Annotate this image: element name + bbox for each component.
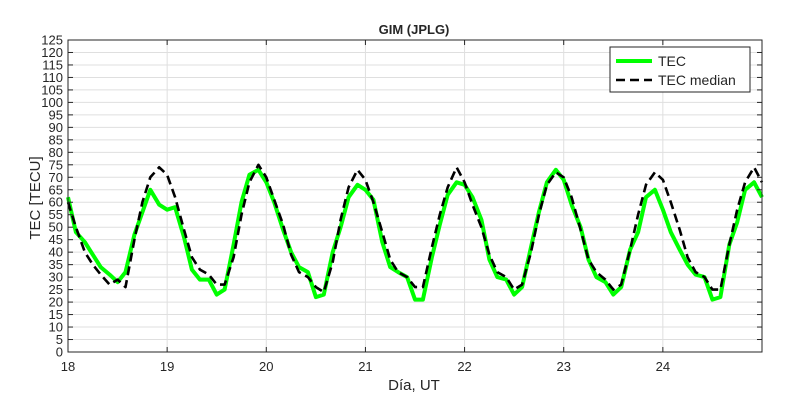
y-tick-label: 10 bbox=[49, 320, 63, 335]
y-tick-label: 15 bbox=[49, 307, 63, 322]
series-line-tec bbox=[66, 167, 764, 302]
y-tick-label: 120 bbox=[41, 45, 63, 60]
y-tick-label: 85 bbox=[49, 132, 63, 147]
y-tick-label: 25 bbox=[49, 282, 63, 297]
x-tick-label: 24 bbox=[656, 359, 670, 374]
y-tick-label: 65 bbox=[49, 182, 63, 197]
y-tick-label: 90 bbox=[49, 120, 63, 135]
legend-label-tec: TEC bbox=[658, 53, 686, 69]
y-tick-label: 0 bbox=[56, 345, 63, 360]
y-tick-label: 40 bbox=[49, 245, 63, 260]
axis-ticks: 0510152025303540455055606570758085909510… bbox=[41, 33, 762, 374]
y-tick-label: 30 bbox=[49, 270, 63, 285]
x-tick-label: 19 bbox=[160, 359, 174, 374]
y-tick-label: 20 bbox=[49, 295, 63, 310]
y-tick-label: 115 bbox=[42, 57, 63, 72]
plot-frame bbox=[67, 39, 763, 353]
y-tick-label: 60 bbox=[49, 195, 63, 210]
legend-label-tec-median: TEC median bbox=[658, 72, 736, 88]
y-tick-label: 95 bbox=[49, 107, 63, 122]
y-tick-label: 100 bbox=[41, 95, 63, 110]
x-tick-label: 18 bbox=[61, 359, 75, 374]
legend: TEC TEC median bbox=[609, 46, 751, 93]
chart-title: GIM (JPLG) bbox=[379, 22, 450, 37]
y-tick-label: 35 bbox=[49, 257, 63, 272]
y-tick-label: 55 bbox=[49, 207, 63, 222]
y-axis-label: TEC [TECU] bbox=[27, 156, 44, 239]
x-tick-label: 21 bbox=[358, 359, 372, 374]
y-tick-label: 110 bbox=[42, 70, 63, 85]
y-tick-label: 5 bbox=[56, 332, 63, 347]
x-tick-label: 23 bbox=[556, 359, 570, 374]
legend-box bbox=[609, 46, 751, 93]
y-tick-label: 75 bbox=[49, 157, 63, 172]
y-tick-label: 45 bbox=[49, 232, 63, 247]
x-tick-label: 20 bbox=[259, 359, 273, 374]
y-tick-label: 50 bbox=[49, 220, 63, 235]
x-axis-label: Día, UT bbox=[388, 377, 440, 394]
y-tick-label: 105 bbox=[41, 82, 63, 97]
series-group bbox=[66, 163, 764, 302]
y-tick-label: 70 bbox=[49, 170, 63, 185]
x-tick-label: 22 bbox=[457, 359, 471, 374]
series-line-tec-median bbox=[66, 163, 764, 294]
y-tick-label: 125 bbox=[41, 33, 63, 48]
y-tick-label: 80 bbox=[49, 145, 63, 160]
